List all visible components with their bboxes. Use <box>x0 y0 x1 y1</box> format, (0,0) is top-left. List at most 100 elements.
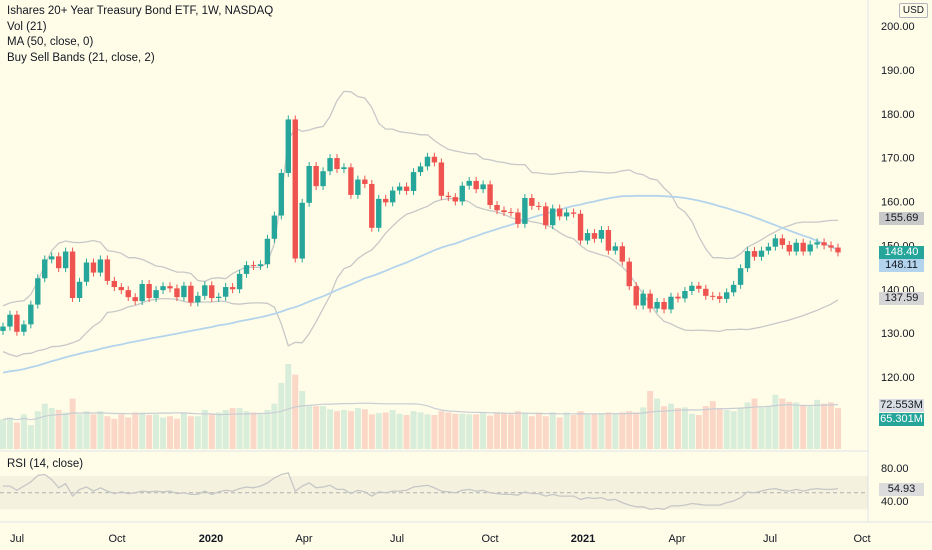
candle-body <box>35 278 41 305</box>
legend-title[interactable]: Ishares 20+ Year Treasury Bond ETF, 1W, … <box>7 5 274 17</box>
volume-bar <box>549 412 556 449</box>
volume-bar <box>668 403 674 449</box>
candle-body <box>146 283 152 299</box>
candle-body <box>689 285 695 292</box>
volume-bar <box>793 402 800 449</box>
last-price-label: 148.40 <box>879 246 924 259</box>
volume-bar <box>487 415 494 449</box>
candle-body <box>21 324 27 332</box>
rsi-line <box>3 472 839 510</box>
price-tick-label: 190.00 <box>881 65 915 77</box>
time-tick-label: Oct <box>853 533 870 545</box>
volume-bar <box>167 416 173 449</box>
legend-bands[interactable]: Buy Sell Bands (21, close, 2) <box>7 51 155 64</box>
candle-body <box>348 167 354 195</box>
volume-bar <box>821 403 828 449</box>
legend-vol[interactable]: Vol (21) <box>7 20 47 33</box>
volume-bar <box>452 413 459 449</box>
volume-bar <box>257 414 264 449</box>
time-tick-label: Jul <box>10 533 24 545</box>
candle-body <box>598 230 605 239</box>
candle-body <box>216 296 222 299</box>
volume-bar <box>215 412 222 449</box>
legend-ma[interactable]: MA (50, close, 0) <box>7 36 94 48</box>
rsi-legend[interactable]: RSI (14, close) <box>7 458 84 470</box>
volume-bar <box>772 394 779 449</box>
volume-bar <box>292 374 299 449</box>
volume-bar <box>814 399 821 449</box>
volume-bar <box>786 401 793 449</box>
volume-bar <box>424 414 431 449</box>
volume-bar <box>334 411 340 449</box>
candle-body <box>682 291 688 299</box>
candle-body <box>696 285 702 289</box>
candle-body <box>619 246 625 262</box>
time-tick-label: Oct <box>481 533 498 545</box>
volume-bar <box>765 406 772 449</box>
volume-bar <box>306 404 313 449</box>
volume-bar <box>111 418 118 449</box>
candle-body <box>97 259 104 273</box>
upper-band-label: 155.69 <box>879 212 924 225</box>
volume-bar <box>605 412 612 449</box>
candle-body <box>292 119 298 259</box>
volume-bar <box>681 407 688 449</box>
volume-bar <box>730 411 737 449</box>
volume-bar <box>619 412 626 449</box>
volume-bar <box>800 404 807 449</box>
candle-body <box>181 285 187 298</box>
volume-bar <box>271 403 278 449</box>
candle-body <box>821 242 827 246</box>
candle-body <box>730 284 737 293</box>
volume-bar <box>375 413 382 449</box>
candle-body <box>104 259 111 281</box>
candle-body <box>772 238 779 247</box>
candle-body <box>250 265 257 267</box>
candle-body <box>285 119 291 173</box>
candle-body <box>334 158 340 170</box>
currency-button[interactable]: USD <box>898 3 928 18</box>
volume-bar <box>744 402 751 449</box>
volume-bar <box>598 413 605 449</box>
volume-bar <box>354 408 361 449</box>
candle-body <box>14 314 20 332</box>
candle-body <box>369 183 375 228</box>
volume-bar <box>612 413 619 449</box>
volume-label: 65.301M <box>879 413 924 426</box>
candle-body <box>424 156 431 167</box>
volume-bar <box>494 412 501 449</box>
volume-bar <box>6 417 13 449</box>
candle-body <box>522 197 528 224</box>
volume-bar <box>285 363 292 449</box>
candle-body <box>751 251 758 257</box>
time-tick-label: 2020 <box>199 533 223 545</box>
volume-bar <box>41 403 48 449</box>
volume-bar <box>20 414 27 449</box>
volume-bar <box>633 412 640 449</box>
volume-bar <box>76 414 83 449</box>
candle-body <box>257 264 264 266</box>
volume-bar <box>563 412 570 449</box>
candle-body <box>76 281 83 299</box>
candle-body <box>543 206 549 226</box>
candle-body <box>431 156 438 163</box>
time-tick-label: Apr <box>668 533 685 545</box>
volume-bar <box>299 391 306 449</box>
volume-bar <box>695 414 702 449</box>
price-tick-label: 200.00 <box>881 21 915 33</box>
volume-bar <box>542 416 549 449</box>
volume-bar <box>389 409 396 449</box>
volume-bar <box>501 413 507 449</box>
candle-body <box>605 230 612 251</box>
lower-band-line <box>2 197 839 358</box>
volume-bar <box>125 417 132 449</box>
volume-bar <box>716 408 723 449</box>
volume-bar <box>828 402 835 449</box>
candle-body <box>459 185 465 202</box>
volume-bar <box>201 409 208 449</box>
time-tick-label: Oct <box>108 533 125 545</box>
volume-bar <box>278 382 285 449</box>
volume-bar <box>702 406 709 449</box>
volume-bar <box>347 411 354 449</box>
